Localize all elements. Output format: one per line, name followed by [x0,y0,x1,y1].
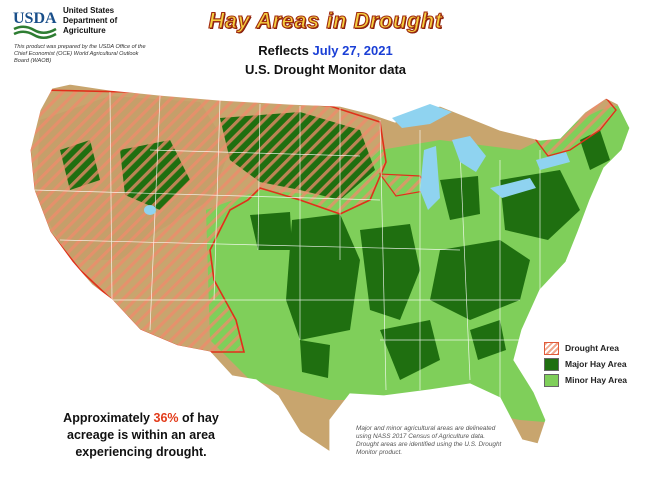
map-title: Hay Areas in Drought [208,7,443,33]
drought-swatch [544,341,559,355]
great-lakes [392,104,570,210]
map-subtitle: U.S. Drought Monitor data [244,62,407,77]
legend-label-major: Major Hay Area [565,359,627,369]
reflects-date: July 27, 2021 [312,43,393,58]
agency-line-1: United States [63,6,115,15]
drought-statistic: Approximately 36% of hay acreage is with… [36,410,246,461]
major-hay-swatch [544,357,559,371]
legend-label-drought: Drought Area [565,343,619,353]
legend-item-drought: Drought Area [544,340,627,356]
stat-prefix: Approximately [63,411,151,425]
preparation-note: This product was prepared by the USDA Of… [14,44,146,64]
map-legend: Drought Area Major Hay Area Minor Hay Ar… [544,340,627,388]
agency-name: United States Department of Agriculture [63,6,117,36]
source-note: Major and minor agricultural areas are d… [356,425,502,456]
stat-percent: 36% [153,411,179,425]
usda-logo-text: USDA [13,10,57,27]
minor-hay-swatch [544,373,559,387]
agency-line-2: Department of [63,16,118,25]
usda-logo: USDA [13,10,57,39]
reflects-line: Reflects July 27, 2021 [0,43,651,58]
legend-item-major: Major Hay Area [544,356,627,372]
stat-line1-suffix: of hay [182,411,219,425]
legend-label-minor: Minor Hay Area [565,375,628,385]
stat-line-2: acreage is within an area [67,428,215,442]
stat-line-3: experiencing drought. [75,445,207,459]
reflects-label: Reflects [258,43,309,58]
agency-line-3: Agriculture [63,26,106,35]
legend-item-minor: Minor Hay Area [544,372,627,388]
map-land [30,84,630,452]
